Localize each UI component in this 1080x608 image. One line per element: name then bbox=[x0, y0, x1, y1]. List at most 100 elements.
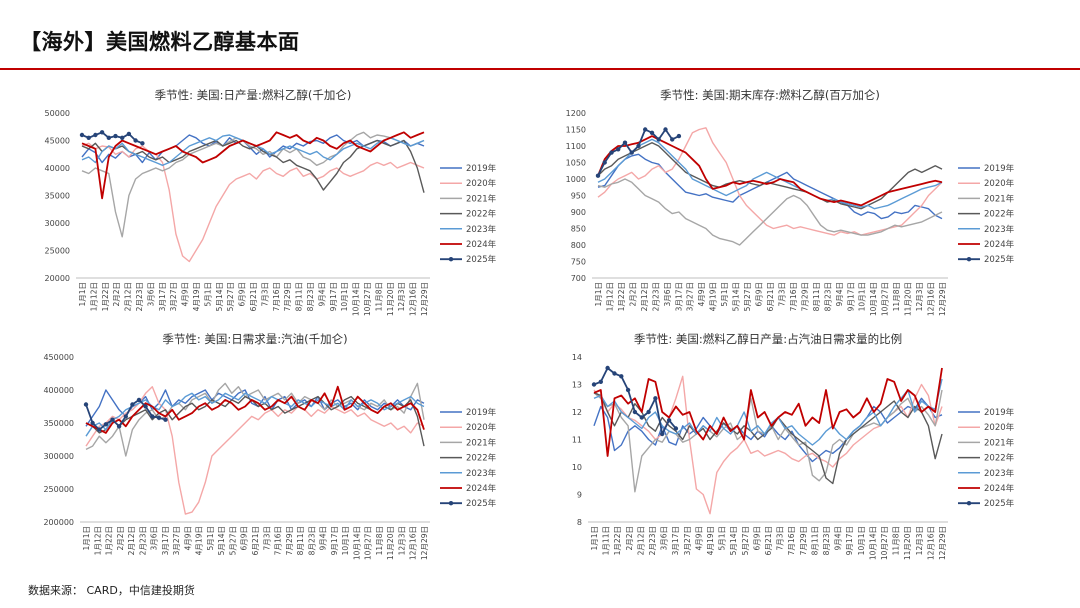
x-tick-label: 5月1日 bbox=[206, 526, 215, 551]
series-point bbox=[150, 414, 155, 419]
x-tick-label: 5月14日 bbox=[732, 282, 741, 311]
series-point bbox=[120, 135, 125, 140]
series-point bbox=[602, 160, 607, 165]
blend-ratio-chart: 季节性: 美国:燃料乙醇日产量:占汽油日需求量的比例 14 13 12 11 10 9 8 1月… bbox=[572, 332, 1015, 560]
legend-label: 2019年 bbox=[466, 407, 497, 418]
x-tick-label: 9月4日 bbox=[319, 526, 328, 551]
x-tick-label: 4月9日 bbox=[183, 526, 192, 551]
series-point bbox=[670, 137, 675, 142]
series-point bbox=[609, 150, 614, 155]
x-tick-label: 10月1日 bbox=[857, 526, 866, 555]
series-point bbox=[116, 424, 122, 429]
series-line-2025年 bbox=[593, 367, 677, 435]
chart-title: 季节性: 美国:日需求量:汽油(千加仑) bbox=[162, 332, 347, 346]
x-tick-label: 12月29日 bbox=[938, 282, 947, 316]
legend-label: 2024年 bbox=[984, 483, 1015, 494]
x-tick-label: 10月1日 bbox=[858, 282, 867, 311]
series-line-2020年 bbox=[81, 142, 425, 263]
series-point bbox=[133, 138, 138, 143]
x-tick-label: 1月1日 bbox=[78, 282, 87, 307]
legend-label: 2021年 bbox=[466, 193, 497, 204]
x-tick-label: 7月16日 bbox=[789, 282, 798, 311]
x-tick-label: 5月14日 bbox=[215, 282, 224, 311]
series-point bbox=[90, 420, 95, 426]
legend-label: 2023年 bbox=[984, 224, 1015, 235]
x-tick-label: 6月21日 bbox=[766, 282, 775, 311]
series-point bbox=[595, 173, 601, 178]
legend-label: 2024年 bbox=[984, 239, 1015, 250]
legend-label: 2022年 bbox=[984, 209, 1015, 220]
y-tick-label: 35000 bbox=[45, 192, 70, 201]
legend-label: 2019年 bbox=[984, 407, 1015, 418]
series-line-2024年 bbox=[85, 385, 425, 434]
series-point bbox=[598, 379, 603, 384]
y-tick-label: 900 bbox=[571, 208, 586, 217]
x-tick-label: 7月29日 bbox=[285, 526, 294, 555]
x-tick-label: 3月17日 bbox=[158, 282, 167, 311]
y-tick-label: 30000 bbox=[45, 219, 70, 228]
x-tick-label: 12月16日 bbox=[927, 282, 936, 316]
legend-label: 2020年 bbox=[466, 422, 497, 433]
x-tick-label: 8月11日 bbox=[296, 526, 305, 555]
x-tick-label: 4月19日 bbox=[706, 526, 715, 555]
chart-title: 季节性: 美国:燃料乙醇日产量:占汽油日需求量的比例 bbox=[634, 332, 902, 346]
x-tick-label: 2月2日 bbox=[625, 526, 634, 551]
series-point bbox=[143, 404, 148, 409]
x-tick-label: 5月27日 bbox=[743, 282, 752, 311]
x-tick-label: 2月2日 bbox=[116, 526, 125, 551]
legend-label: 2025年 bbox=[466, 254, 497, 265]
series-line-2019年 bbox=[597, 153, 943, 220]
series-point bbox=[646, 409, 651, 415]
legend-label: 2021年 bbox=[984, 437, 1015, 448]
x-tick-label: 12月29日 bbox=[938, 526, 947, 560]
series-point bbox=[636, 143, 641, 149]
y-tick-label: 450000 bbox=[43, 353, 74, 362]
legend-label: 2020年 bbox=[984, 422, 1015, 433]
x-tick-label: 8月23日 bbox=[306, 282, 315, 311]
chart-panel-blend-ratio: 季节性: 美国:燃料乙醇日产量:占汽油日需求量的比例 14 13 12 11 10 9 8 1月… bbox=[548, 330, 1058, 575]
series-point bbox=[619, 374, 624, 379]
x-tick-label: 7月3日 bbox=[262, 526, 271, 551]
series-point bbox=[123, 414, 128, 419]
series-point bbox=[113, 133, 118, 139]
x-tick-label: 2月12日 bbox=[124, 282, 133, 311]
series-line-2020年 bbox=[597, 127, 943, 236]
x-tick-label: 1月12日 bbox=[89, 282, 98, 311]
x-tick-label: 7月16日 bbox=[787, 526, 796, 555]
legend-label: 2024年 bbox=[466, 483, 497, 494]
x-tick-label: 3月6日 bbox=[663, 282, 672, 307]
legend-label: 2023年 bbox=[466, 224, 497, 235]
x-tick-label: 12月29日 bbox=[420, 282, 429, 316]
x-tick-label: 2月23日 bbox=[648, 526, 657, 555]
x-tick-label: 11月8日 bbox=[375, 526, 384, 555]
x-tick-label: 7月29日 bbox=[800, 282, 809, 311]
x-tick-label: 5月1日 bbox=[718, 526, 727, 551]
x-tick-label: 8月23日 bbox=[822, 526, 831, 555]
x-tick-label: 6月21日 bbox=[251, 526, 260, 555]
legend-label: 2022年 bbox=[466, 453, 497, 464]
x-tick-label: 8月23日 bbox=[823, 282, 832, 311]
y-tick-label: 200000 bbox=[43, 518, 74, 527]
y-tick-label: 40000 bbox=[45, 164, 70, 173]
series-point bbox=[660, 431, 665, 437]
x-tick-label: 3月6日 bbox=[150, 526, 159, 551]
series-line-2023年 bbox=[593, 378, 943, 446]
x-tick-label: 5月27日 bbox=[226, 282, 235, 311]
y-tick-label: 700 bbox=[571, 274, 586, 283]
legend-label: 2025年 bbox=[984, 254, 1015, 265]
x-tick-label: 2月23日 bbox=[138, 526, 147, 555]
series-line-2021年 bbox=[597, 178, 943, 246]
y-tick-label: 8 bbox=[577, 518, 582, 527]
x-tick-label: 9月17日 bbox=[846, 282, 855, 311]
x-tick-label: 3月27日 bbox=[172, 526, 181, 555]
x-tick-label: 10月14日 bbox=[352, 526, 361, 560]
x-tick-label: 1月22日 bbox=[617, 282, 626, 311]
x-tick-label: 4月9日 bbox=[181, 282, 190, 307]
x-tick-label: 1月1日 bbox=[590, 526, 599, 551]
y-tick-label: 400000 bbox=[43, 386, 74, 395]
series-point bbox=[140, 141, 145, 146]
chart-title: 季节性: 美国:期末库存:燃料乙醇(百万加仑) bbox=[660, 88, 880, 102]
y-tick-label: 850 bbox=[571, 225, 586, 234]
series-point bbox=[629, 150, 634, 155]
x-tick-label: 3月17日 bbox=[161, 526, 170, 555]
